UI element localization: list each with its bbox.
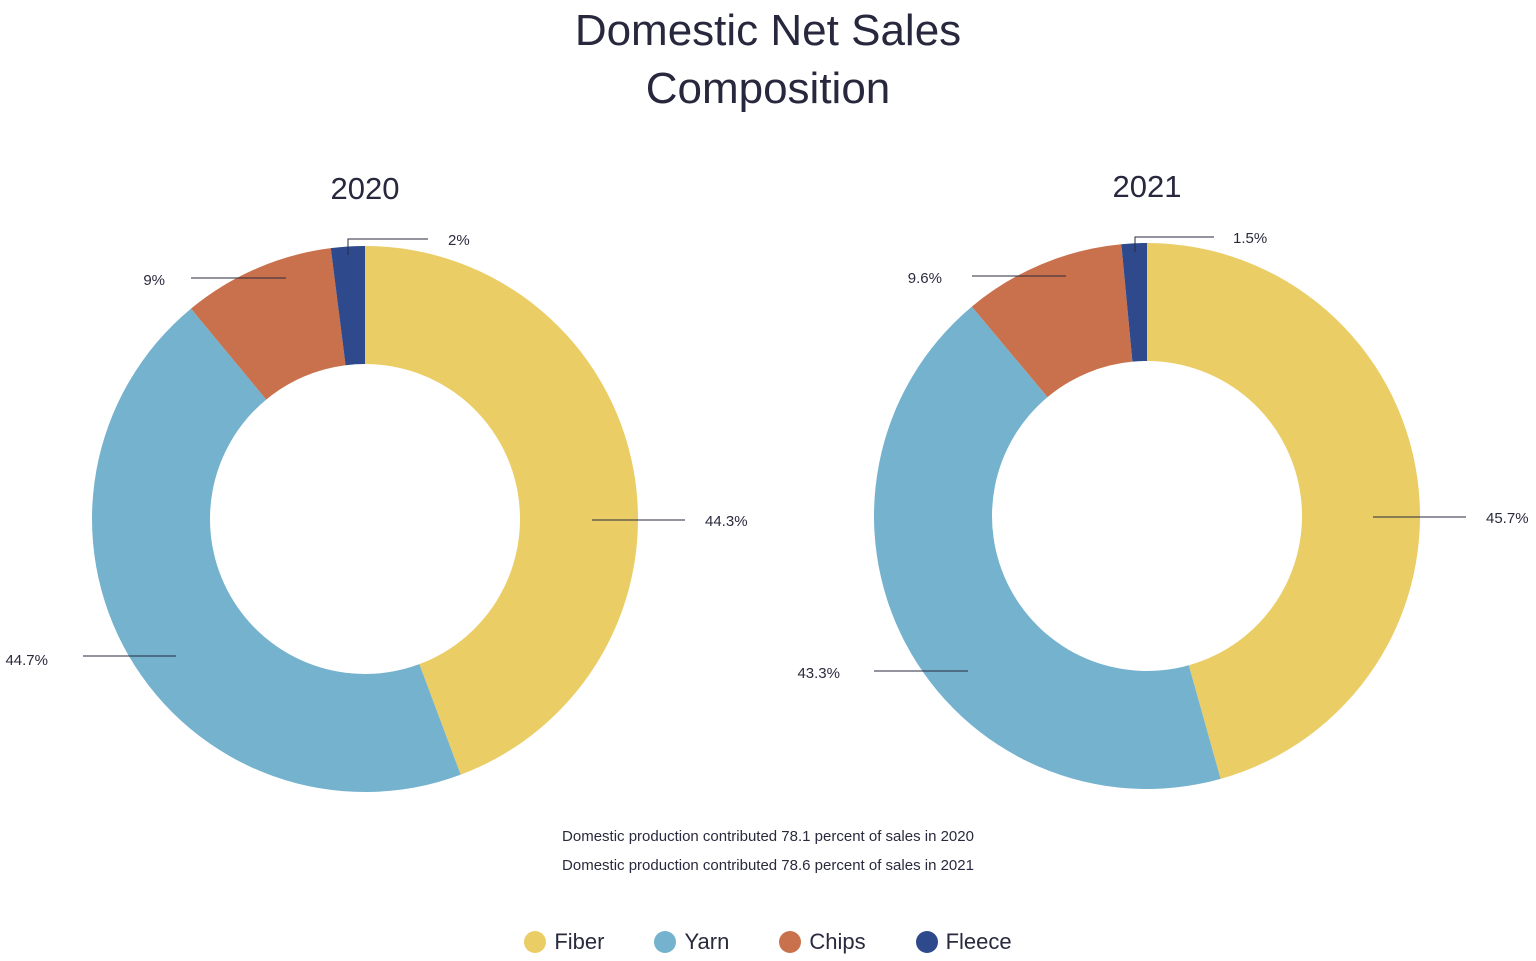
- chart-title: Domestic Net Sales Composition: [0, 2, 1536, 118]
- legend-swatch-fiber: [524, 931, 547, 953]
- legend-label-fleece: Fleece: [945, 929, 1012, 954]
- data-label-2020-fleece: 2%: [448, 232, 470, 249]
- data-label-2020-yarn: 44.7%: [5, 652, 48, 669]
- data-label-2020-fiber: 44.3%: [705, 513, 748, 530]
- legend-item-chips: Chips: [779, 929, 866, 955]
- footnote-2021: Domestic production contributed 78.6 per…: [562, 857, 974, 874]
- leader-line-2020-fleece: [347, 238, 428, 255]
- slice-2021-fiber: [1147, 243, 1420, 779]
- slice-2020-fiber: [365, 246, 638, 775]
- legend-swatch-fleece: [915, 931, 938, 953]
- legend-item-fleece: Fleece: [915, 929, 1012, 955]
- data-label-2021-fleece: 1.5%: [1233, 230, 1267, 247]
- legend-label-yarn: Yarn: [684, 929, 730, 954]
- legend-item-yarn: Yarn: [654, 929, 729, 955]
- leader-line-2021-fleece: [1134, 236, 1214, 252]
- legend-label-chips: Chips: [809, 929, 866, 954]
- slice-2021-fleece: [1121, 243, 1147, 362]
- chart-title-line-1: Domestic Net Sales: [574, 6, 962, 55]
- legend-swatch-yarn: [654, 931, 677, 953]
- legend-swatch-chips: [779, 931, 802, 953]
- legend: Fiber Yarn Chips Fleece: [0, 929, 1536, 955]
- footnotes: Domestic production contributed 78.1 per…: [0, 822, 1536, 880]
- data-label-2021-yarn: 43.3%: [797, 665, 840, 682]
- slice-2020-yarn: [92, 308, 461, 792]
- data-label-2021-fiber: 45.7%: [1486, 510, 1529, 527]
- slice-2021-chips: [971, 244, 1133, 398]
- slice-2021-yarn: [874, 306, 1221, 790]
- data-label-2021-chips: 9.6%: [908, 270, 942, 287]
- slice-2020-chips: [190, 248, 346, 400]
- data-label-2020-chips: 9%: [143, 272, 165, 289]
- year-label-2021: 2021: [1113, 169, 1182, 204]
- chart-title-line-2: Composition: [645, 64, 891, 113]
- footnote-2020: Domestic production contributed 78.1 per…: [562, 828, 974, 845]
- legend-label-fiber: Fiber: [554, 929, 605, 954]
- slice-2020-fleece: [330, 246, 365, 366]
- year-label-2020: 2020: [331, 171, 400, 206]
- legend-item-fiber: Fiber: [524, 929, 604, 955]
